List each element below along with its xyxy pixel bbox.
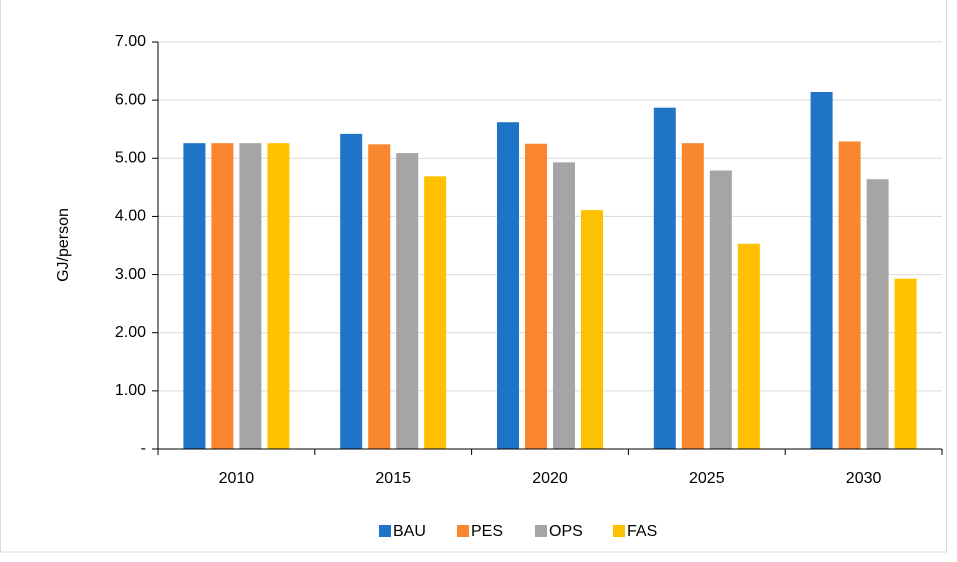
bar	[737, 243, 760, 449]
x-tick-label: 2020	[532, 470, 568, 487]
bar	[396, 153, 419, 449]
bar	[211, 143, 234, 449]
legend-label: OPS	[549, 523, 583, 540]
bar	[267, 143, 290, 449]
y-tick-label: 5.00	[115, 150, 146, 167]
legend-swatch	[535, 525, 547, 537]
y-tick-label: 1.00	[115, 382, 146, 399]
y-tick-label: -	[141, 440, 146, 457]
x-tick-label: 2010	[219, 470, 255, 487]
legend-label: BAU	[393, 523, 426, 540]
bar	[497, 122, 519, 449]
bar	[866, 179, 889, 449]
legend-label: PES	[471, 523, 503, 540]
y-tick-label: 7.00	[115, 33, 146, 50]
legend-swatch	[457, 525, 469, 537]
y-tick-label: 2.00	[115, 324, 146, 341]
bar	[581, 210, 603, 449]
bar	[653, 107, 676, 450]
bar	[424, 176, 447, 449]
bar	[239, 143, 262, 449]
legend-label: FAS	[627, 523, 657, 540]
bar	[681, 143, 704, 449]
y-tick-label: 3.00	[115, 266, 146, 283]
y-tick-label: 4.00	[115, 208, 146, 225]
x-tick-label: 2015	[375, 470, 411, 487]
bar	[525, 143, 547, 449]
y-axis-label: GJ/person	[55, 208, 72, 282]
bar	[838, 141, 861, 449]
legend-swatch	[613, 525, 625, 537]
bar	[810, 92, 833, 449]
bar	[183, 143, 206, 449]
bar	[368, 144, 391, 449]
x-tick-label: 2030	[846, 470, 882, 487]
legend-swatch	[379, 525, 391, 537]
bar	[340, 133, 363, 449]
bar	[894, 278, 917, 449]
x-tick-label: 2025	[689, 470, 725, 487]
bar	[709, 170, 732, 449]
bar	[553, 162, 575, 449]
y-tick-label: 6.00	[115, 91, 146, 108]
